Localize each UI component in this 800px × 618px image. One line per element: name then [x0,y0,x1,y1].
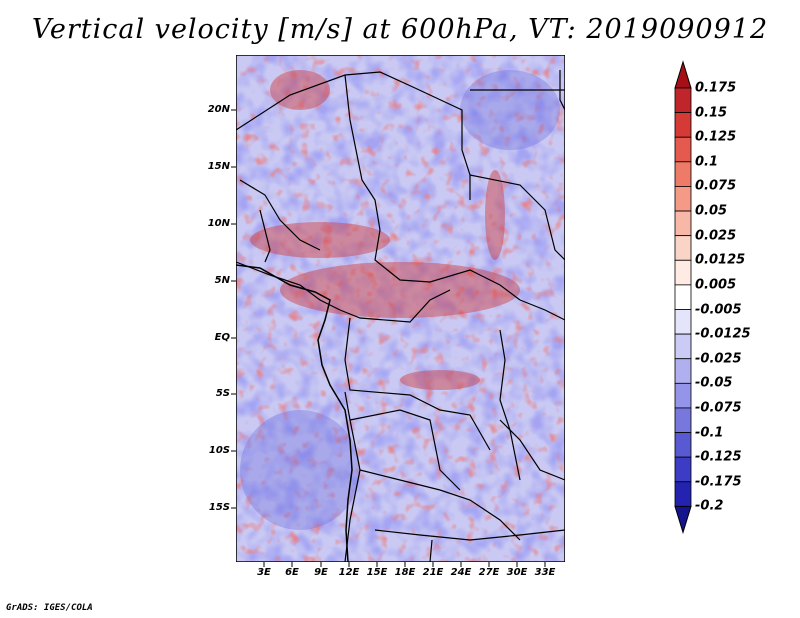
colorbar-swatch [674,161,692,187]
colorbar-label: 0.0125 [695,252,746,268]
colorbar-swatch [674,112,692,138]
colorbar-swatch [674,382,692,409]
lon-label: 12E [338,567,360,578]
colorbar-label: -0.2 [695,498,724,514]
colorbar-swatch [674,407,692,433]
lat-label: 20N [207,104,230,115]
colorbar-swatch [674,456,692,483]
colorbar-label: 0.125 [695,129,737,145]
colorbar [674,60,692,535]
colorbar-label: 0.15 [695,105,728,121]
colorbar-top-arrow [674,60,692,89]
colorbar-swatch [674,333,692,360]
lat-label: 15S [208,502,230,513]
colorbar-swatch [674,481,692,507]
lon-label: 33E [534,567,556,578]
colorbar-label: 0.005 [695,277,737,293]
lon-label: 9E [314,567,328,578]
colorbar-swatch [674,87,692,114]
colorbar-label: -0.175 [695,474,742,490]
colorbar-label: 0.05 [695,203,728,219]
vertical-velocity-field [236,55,565,562]
lat-label: 5S [215,388,230,399]
axis-ticks [231,109,546,567]
colorbar-swatch [674,210,692,237]
colorbar-label: -0.005 [695,302,742,317]
colorbar-swatch [674,136,692,163]
country-borders [236,70,565,562]
colorbar-label: 0.025 [695,228,737,244]
colorbar-label: 0.075 [695,178,737,194]
lon-label: 3E [257,567,271,578]
colorbar-swatch [674,432,692,458]
colorbar-swatch [674,358,692,384]
colorbar-label: -0.125 [695,449,742,465]
footer-credit: GrADS: IGES/COLA [6,603,93,613]
colorbar-label: -0.075 [695,400,742,416]
lat-label: 5N [214,275,230,286]
colorbar-label: -0.1 [695,425,724,441]
lon-label: 27E [478,567,500,578]
colorbar-label: 0.1 [695,154,719,170]
lon-label: 15E [366,567,388,578]
map-title: Vertical velocity [m/s] at 600hPa, VT: 2… [31,14,769,45]
lon-label: 21E [422,567,444,578]
colorbar-swatch [674,284,692,310]
lon-label: 18E [394,567,416,578]
colorbar-bottom-arrow [674,505,692,535]
coastline [236,264,353,562]
colorbar-swatch [674,259,692,286]
lat-label: 15N [207,161,230,172]
lat-label: EQ [214,332,230,343]
lon-label: 24E [450,567,472,578]
colorbar-swatch [674,186,692,212]
colorbar-label: -0.0125 [695,326,751,342]
lon-label: 6E [285,567,299,578]
lat-label: 10N [207,218,230,229]
colorbar-label: -0.025 [695,351,742,367]
colorbar-label: -0.05 [695,375,733,391]
lon-label: 30E [506,567,528,578]
colorbar-swatch [674,235,692,261]
lat-label: 10S [208,445,230,456]
colorbar-swatch [674,309,692,335]
colorbar-label: 0.175 [695,80,737,96]
